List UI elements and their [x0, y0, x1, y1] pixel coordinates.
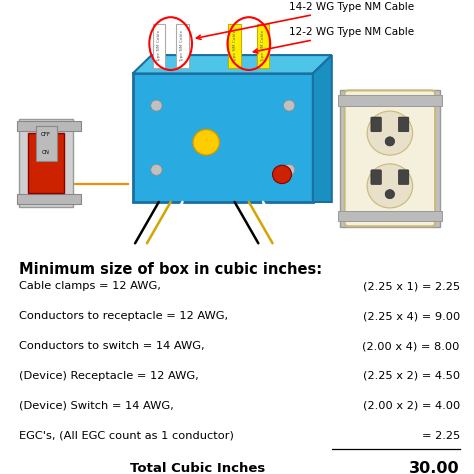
Bar	[257, 24, 269, 68]
Circle shape	[151, 164, 162, 175]
Text: (Device) Receptacle = 12 AWG,: (Device) Receptacle = 12 AWG,	[19, 371, 199, 381]
Text: (2.25 x 4) = 9.00: (2.25 x 4) = 9.00	[363, 311, 460, 321]
Text: 30.00: 30.00	[409, 461, 460, 474]
Circle shape	[385, 137, 394, 146]
FancyBboxPatch shape	[371, 117, 381, 132]
Text: Type NM Cable: Type NM Cable	[157, 30, 161, 62]
FancyBboxPatch shape	[398, 170, 409, 184]
Circle shape	[385, 190, 394, 199]
FancyBboxPatch shape	[398, 117, 409, 132]
Text: Type NM Cable: Type NM Cable	[261, 30, 265, 62]
Text: Total Cubic Inches: Total Cubic Inches	[130, 462, 265, 474]
Text: Cable clamps = 12 AWG,: Cable clamps = 12 AWG,	[19, 282, 161, 292]
Bar	[17, 194, 81, 204]
Text: ON: ON	[42, 150, 50, 155]
Bar	[338, 211, 442, 221]
FancyBboxPatch shape	[371, 170, 381, 184]
Text: EGC's, (All EGC count as 1 conductor): EGC's, (All EGC count as 1 conductor)	[19, 430, 234, 441]
Bar	[340, 90, 440, 227]
Text: = 2.25: = 2.25	[421, 430, 460, 441]
Circle shape	[367, 111, 412, 155]
Polygon shape	[313, 55, 332, 202]
Text: (2.25 x 1) = 2.25: (2.25 x 1) = 2.25	[363, 282, 460, 292]
Circle shape	[283, 164, 295, 175]
Bar	[17, 121, 81, 131]
Text: (2.25 x 2) = 4.50: (2.25 x 2) = 4.50	[363, 371, 460, 381]
Polygon shape	[133, 55, 332, 73]
Text: Type NM Cable: Type NM Cable	[181, 30, 184, 62]
Text: Conductors to receptacle = 12 AWG,: Conductors to receptacle = 12 AWG,	[19, 311, 228, 321]
Text: OFF: OFF	[41, 131, 51, 137]
Text: (Device) Switch = 14 AWG,: (Device) Switch = 14 AWG,	[19, 401, 173, 411]
Bar	[228, 24, 241, 68]
Bar	[19, 119, 73, 207]
Circle shape	[283, 100, 295, 111]
Bar	[28, 133, 64, 193]
Text: 14-2 WG Type NM Cable: 14-2 WG Type NM Cable	[197, 2, 414, 39]
Bar	[153, 24, 165, 68]
Circle shape	[367, 164, 412, 208]
Text: Conductors to switch = 14 AWG,: Conductors to switch = 14 AWG,	[19, 341, 205, 351]
Bar	[338, 95, 442, 106]
Text: (2.00 x 2) = 4.00: (2.00 x 2) = 4.00	[363, 401, 460, 411]
Circle shape	[273, 165, 292, 183]
Circle shape	[193, 129, 219, 155]
Text: Minimum size of box in cubic inches:: Minimum size of box in cubic inches:	[19, 262, 322, 277]
Text: Type NM Cable: Type NM Cable	[233, 30, 237, 62]
Bar	[36, 126, 57, 161]
Text: 12-2 WG Type NM Cable: 12-2 WG Type NM Cable	[254, 27, 414, 53]
FancyBboxPatch shape	[345, 91, 435, 226]
Bar	[133, 73, 313, 202]
Bar	[176, 24, 189, 68]
Text: (2.00 x 4) = 8.00: (2.00 x 4) = 8.00	[363, 341, 460, 351]
Circle shape	[151, 100, 162, 111]
